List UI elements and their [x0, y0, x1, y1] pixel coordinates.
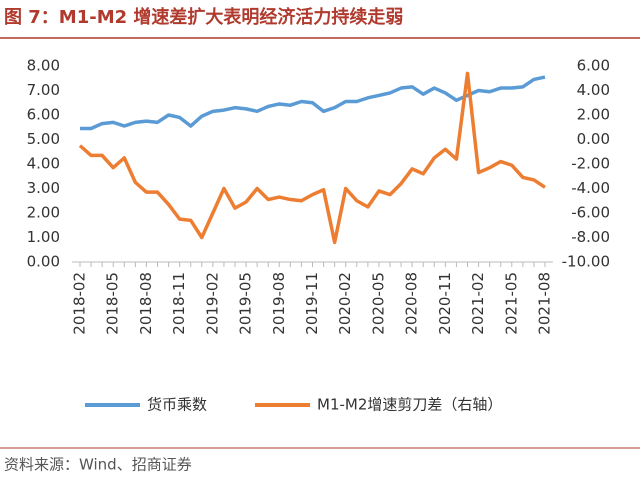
y-tick-label: 8.00: [27, 57, 60, 75]
y-tick-label: 4.00: [27, 155, 60, 173]
legend-label: 货币乘数: [147, 396, 207, 414]
legend-label: M1-M2增速剪刀差（右轴）: [317, 396, 502, 414]
y2-tick-label: -6.00: [571, 204, 610, 222]
x-tick-label: 2019-08: [270, 272, 288, 335]
y2-tick-label: -10.00: [562, 253, 610, 271]
y2-tick-label: -8.00: [571, 228, 610, 246]
y-tick-label: 3.00: [27, 179, 60, 197]
x-tick-label: 2019-11: [303, 272, 321, 335]
y-tick-label: 2.00: [27, 204, 60, 222]
x-tick-label: 2020-08: [403, 272, 421, 335]
x-tick-label: 2018-05: [104, 272, 122, 335]
y-tick-label: 7.00: [27, 81, 60, 99]
y2-tick-label: 2.00: [577, 106, 610, 124]
series-line: [80, 75, 546, 131]
y-tick-label: 1.00: [27, 228, 60, 246]
x-tick-label: 2020-11: [436, 272, 454, 335]
y-tick-label: 0.00: [27, 253, 60, 271]
y2-tick-label: -2.00: [571, 155, 610, 173]
x-tick-label: 2020-05: [369, 272, 387, 335]
x-tick-label: 2019-05: [237, 272, 255, 335]
x-tick-label: 2018-02: [71, 272, 89, 335]
x-tick-label: 2020-02: [336, 272, 354, 335]
x-tick-label: 2021-08: [536, 272, 554, 335]
x-tick-label: 2021-05: [502, 272, 520, 335]
x-tick-label: 2021-02: [469, 272, 487, 335]
x-tick-label: 2018-08: [137, 272, 155, 335]
y-tick-label: 6.00: [27, 106, 60, 124]
y2-tick-label: -4.00: [571, 179, 610, 197]
x-tick-label: 2019-02: [203, 272, 221, 335]
y2-tick-label: 0.00: [577, 130, 610, 148]
series-line: [78, 71, 546, 245]
source: 资料来源：Wind、招商证券: [4, 456, 192, 474]
chart-title: 图 7：M1-M2 增速差扩大表明经济活力持续走弱: [4, 6, 403, 28]
x-tick-label: 2018-11: [170, 272, 188, 335]
y2-tick-label: 4.00: [577, 81, 610, 99]
y-tick-label: 5.00: [27, 130, 60, 148]
y2-tick-label: 6.00: [577, 57, 610, 75]
